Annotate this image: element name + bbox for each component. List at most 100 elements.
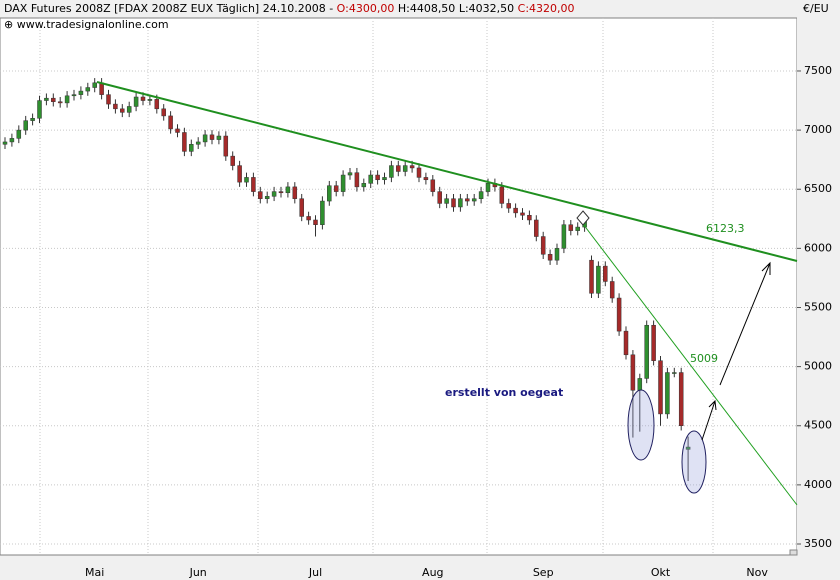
candle-body bbox=[92, 82, 97, 88]
candle-body bbox=[589, 259, 594, 294]
x-tick-label: Jul bbox=[308, 566, 322, 579]
plot-area bbox=[0, 17, 798, 556]
candle-body bbox=[527, 215, 532, 221]
candle-body bbox=[23, 120, 28, 131]
candle-body bbox=[161, 108, 166, 117]
candle-body bbox=[616, 297, 622, 332]
candle-body bbox=[44, 97, 49, 101]
candle-body bbox=[209, 134, 215, 140]
candle-body bbox=[575, 226, 580, 231]
candle-body bbox=[651, 324, 656, 361]
y-tick-label: 3500 bbox=[804, 537, 832, 550]
ohlc-label: O:4300,00 bbox=[336, 2, 395, 15]
candle-body bbox=[540, 236, 546, 255]
highlight-ellipse bbox=[627, 389, 655, 461]
candle-body bbox=[292, 186, 298, 199]
header: DAX Futures 2008Z [FDAX 2008Z EUX Täglic… bbox=[4, 2, 575, 15]
candle-body bbox=[409, 165, 415, 169]
candle-body bbox=[306, 216, 311, 221]
candle-body bbox=[347, 172, 353, 176]
candle-body bbox=[340, 174, 346, 192]
candle-body bbox=[609, 281, 615, 299]
candle-body bbox=[271, 191, 277, 197]
candle-body bbox=[416, 167, 422, 178]
x-tick-label: Okt bbox=[651, 566, 671, 579]
ohlc-label: L:4032,50 bbox=[458, 2, 515, 15]
candle-body bbox=[37, 100, 42, 119]
x-tick-label: Nov bbox=[746, 566, 768, 579]
axis-panel bbox=[797, 0, 840, 580]
candle-body bbox=[375, 174, 380, 181]
candle-body bbox=[85, 87, 91, 92]
candle-body bbox=[333, 185, 339, 192]
annotation: 6123,3 bbox=[706, 222, 745, 235]
source: ⊕ www.tradesignalonline.com bbox=[4, 18, 169, 31]
candle-body bbox=[402, 165, 408, 172]
candle-body bbox=[444, 198, 449, 204]
candle-body bbox=[189, 144, 194, 152]
y-tick-label: 5500 bbox=[804, 300, 832, 313]
month-dividers bbox=[39, 18, 714, 555]
candle-body bbox=[368, 174, 373, 184]
y-tick-label: 7000 bbox=[804, 123, 832, 136]
candle-body bbox=[30, 118, 35, 121]
candle-body bbox=[665, 372, 670, 415]
candle-body bbox=[244, 177, 249, 183]
candle-body bbox=[451, 198, 456, 208]
candle-body bbox=[458, 198, 463, 208]
candle-body bbox=[113, 103, 118, 110]
candle-body bbox=[99, 82, 104, 95]
candle-body bbox=[57, 101, 63, 104]
candle-body bbox=[499, 186, 505, 204]
candle-body bbox=[278, 191, 284, 194]
candle-body bbox=[327, 185, 332, 202]
candle-body bbox=[520, 212, 525, 216]
candle-body bbox=[126, 106, 132, 113]
candle-body bbox=[258, 191, 263, 199]
y-tick-label: 6000 bbox=[804, 241, 832, 254]
highlight-ellipse bbox=[681, 430, 707, 494]
y-tick-label: 7500 bbox=[804, 64, 832, 77]
candle-body bbox=[603, 265, 608, 282]
candle-body bbox=[106, 94, 111, 105]
candle-body bbox=[320, 200, 325, 225]
candle-body bbox=[237, 165, 242, 183]
arrows bbox=[701, 261, 771, 441]
candle-body bbox=[140, 96, 146, 101]
candle-body bbox=[658, 360, 663, 415]
candle-body bbox=[182, 132, 187, 152]
candle-body bbox=[513, 207, 518, 214]
candle-body bbox=[685, 446, 691, 450]
candle-body bbox=[168, 115, 173, 130]
x-tick-label: Mai bbox=[85, 566, 104, 579]
candle-body bbox=[285, 186, 291, 194]
candle-body bbox=[133, 96, 139, 107]
y-unit: €/EU bbox=[803, 2, 829, 15]
y-tick-label: 4000 bbox=[804, 478, 832, 491]
title: DAX Futures 2008Z [FDAX 2008Z EUX Täglic… bbox=[4, 2, 334, 15]
candle-body bbox=[9, 138, 15, 143]
candle-body bbox=[299, 198, 304, 217]
candle-body bbox=[354, 172, 360, 188]
candle-body bbox=[216, 135, 222, 140]
candle-body bbox=[51, 97, 56, 102]
candle-body bbox=[623, 330, 629, 356]
candle-body bbox=[195, 141, 201, 145]
candle-body bbox=[561, 224, 567, 249]
candle-body bbox=[396, 165, 401, 172]
ohlc-label: H:4408,50 bbox=[397, 2, 456, 15]
y-tick-label: 5000 bbox=[804, 360, 832, 373]
ohlc-label: C:4320,00 bbox=[517, 2, 575, 15]
candle-body bbox=[175, 128, 180, 133]
candle-body bbox=[672, 372, 677, 374]
candle-body bbox=[678, 372, 684, 426]
candle-body bbox=[202, 134, 208, 143]
candle-body bbox=[147, 99, 153, 101]
candle-body bbox=[2, 141, 8, 145]
x-tick-label: Sep bbox=[533, 566, 554, 579]
candle-body bbox=[465, 198, 470, 202]
candle-body bbox=[64, 95, 70, 104]
candle-body bbox=[71, 94, 77, 97]
x-tick-label: Aug bbox=[422, 566, 443, 579]
